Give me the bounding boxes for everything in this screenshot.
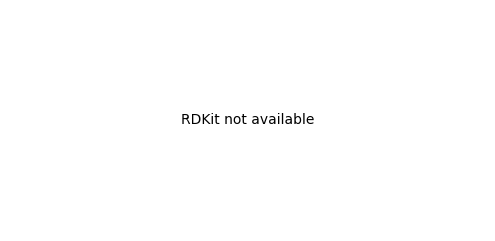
Text: RDKit not available: RDKit not available (181, 114, 314, 127)
